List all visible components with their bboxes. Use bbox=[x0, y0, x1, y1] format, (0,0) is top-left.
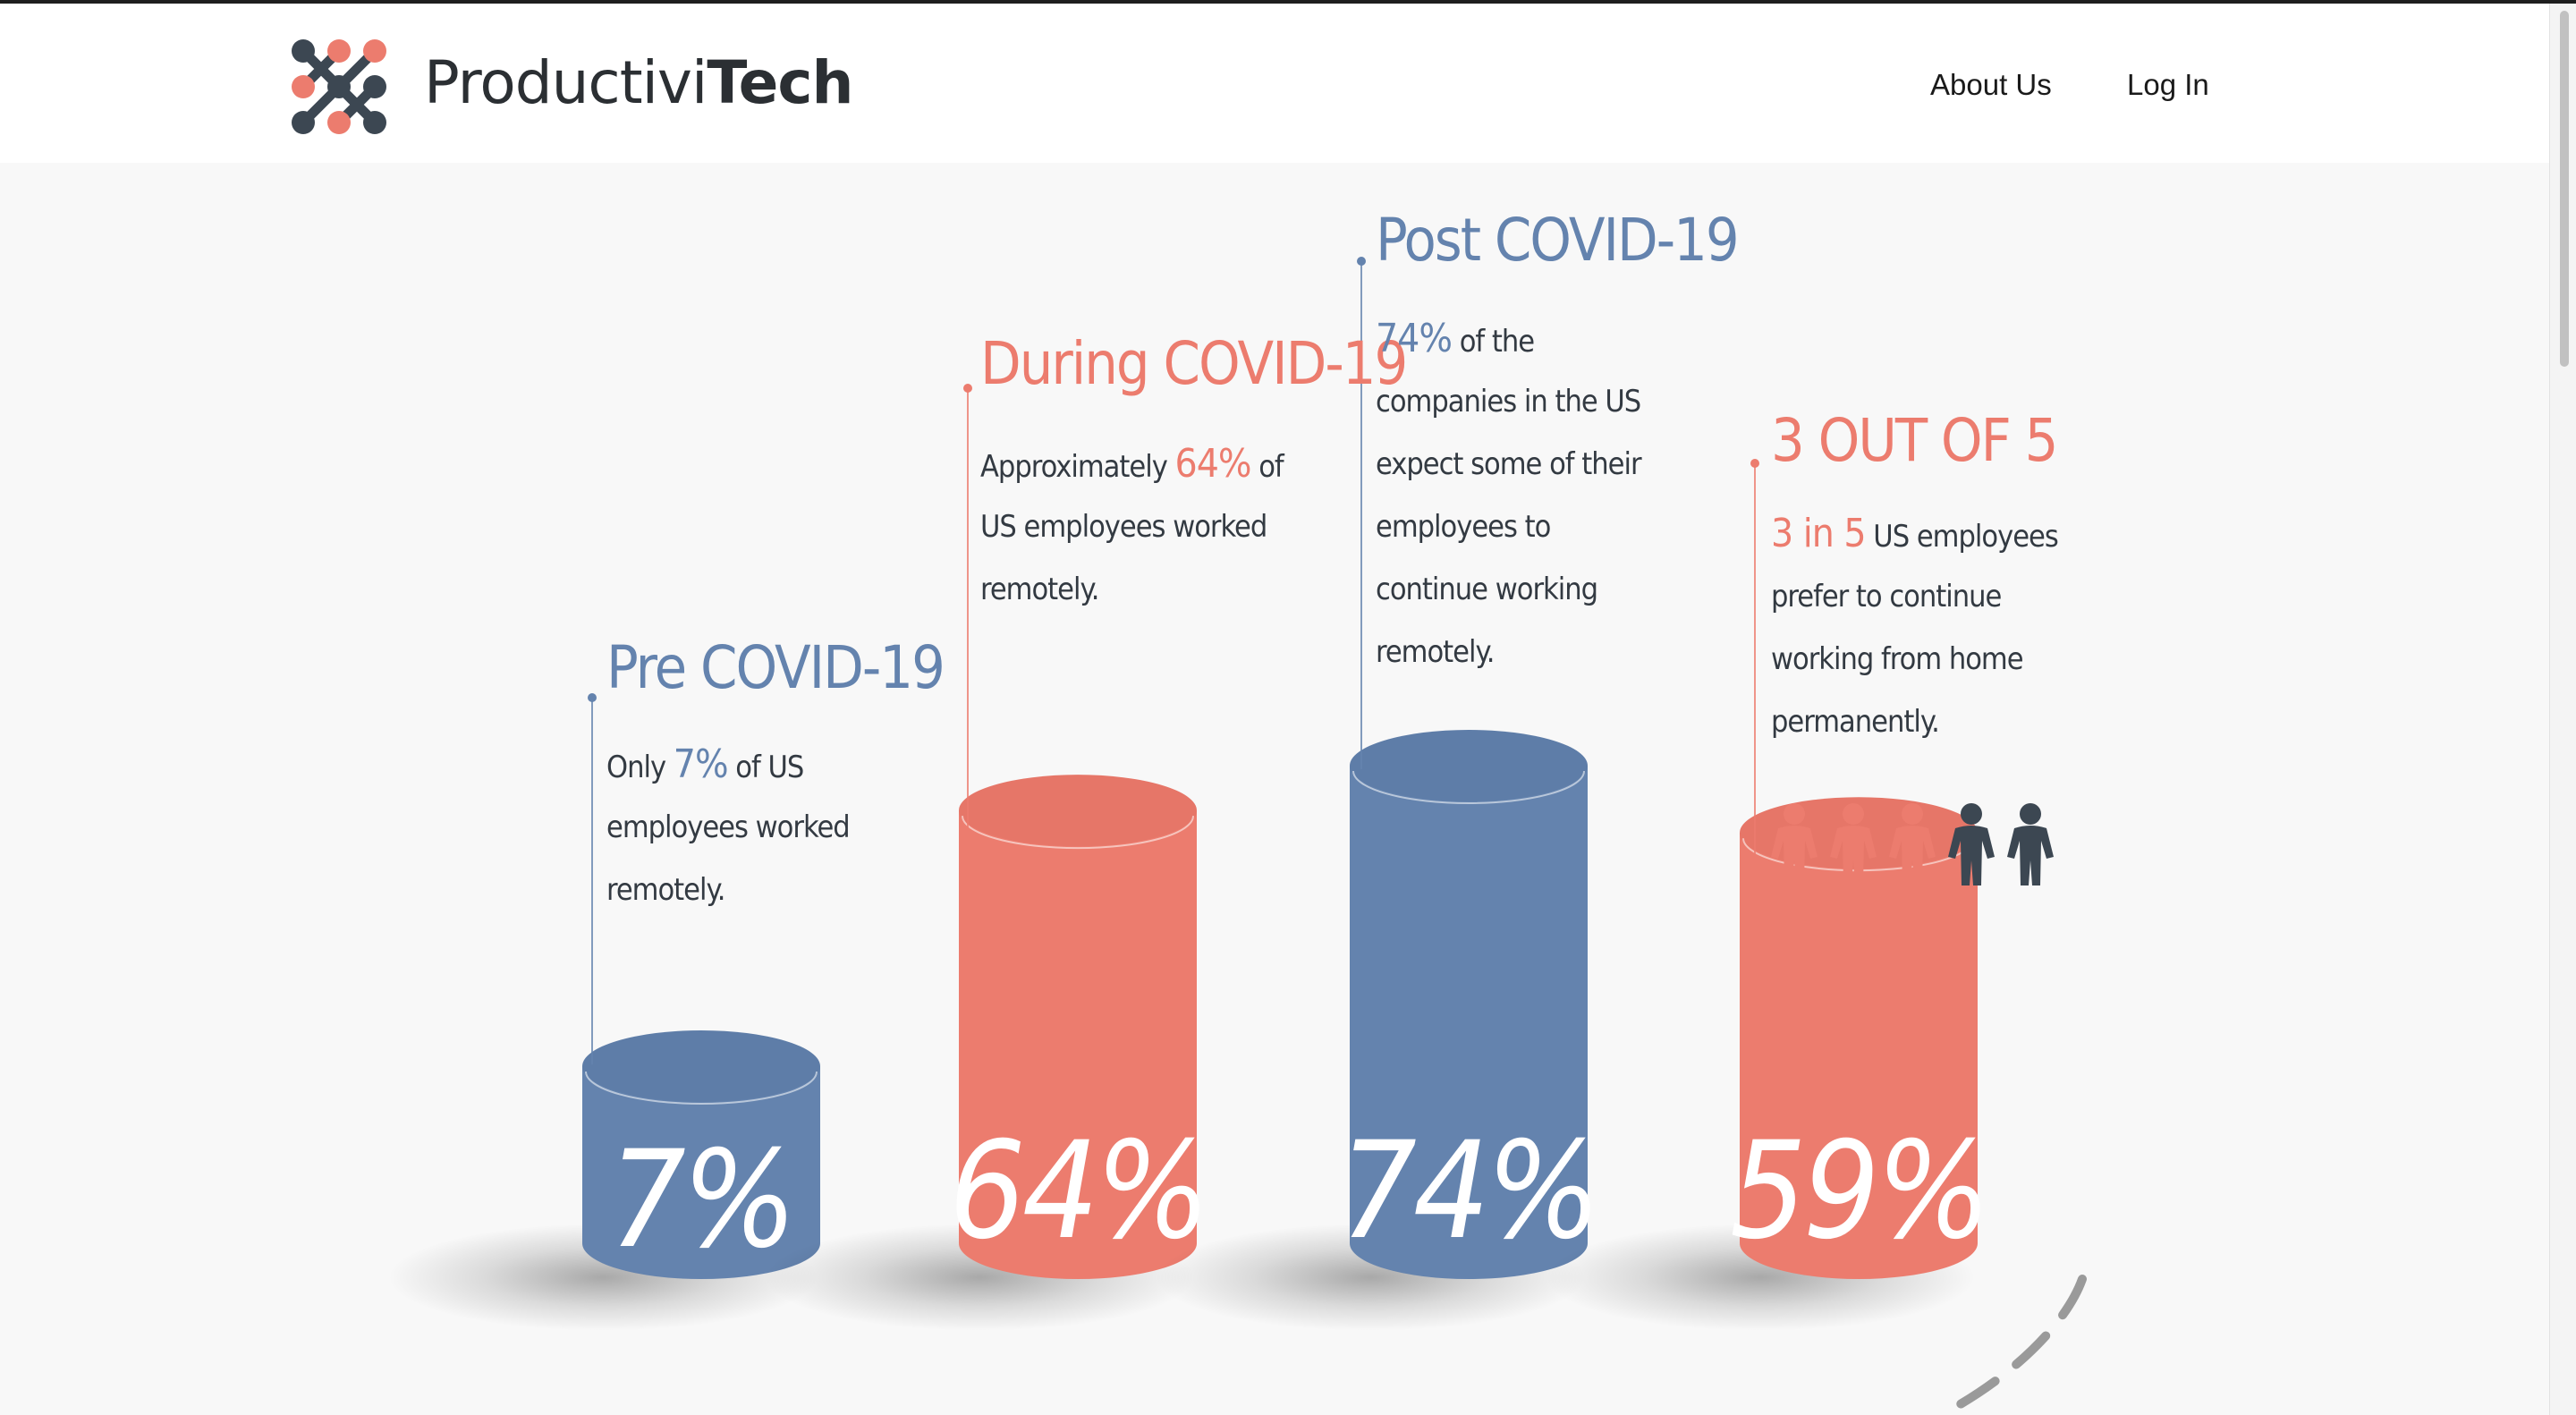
stat-highlight: 7% bbox=[673, 741, 729, 787]
vertical-scrollbar[interactable] bbox=[2549, 4, 2576, 1415]
brand-name-bold: Tech bbox=[707, 48, 853, 117]
stat-description-line: continue working bbox=[1376, 558, 1598, 621]
stat-description-line: prefer to continue bbox=[1771, 565, 2002, 628]
person-icon bbox=[1948, 803, 1995, 885]
stat-title: Pre COVID-19 bbox=[606, 633, 945, 702]
cylinder-bar-1 bbox=[388, 1030, 820, 1331]
cylinder-top bbox=[959, 775, 1197, 847]
stat-description-line: expect some of their bbox=[1376, 433, 1642, 496]
leader-dot bbox=[1357, 257, 1366, 266]
stat-highlight: 3 in 5 bbox=[1771, 511, 1867, 556]
stat-description-line: remotely. bbox=[606, 859, 725, 921]
stat-text: companies in the US bbox=[1376, 384, 1641, 419]
cylinder-rim bbox=[962, 816, 1194, 850]
window-top-border bbox=[0, 0, 2576, 4]
cylinder-body bbox=[959, 810, 1197, 1279]
cylinder-top bbox=[582, 1030, 820, 1102]
stat-text: Only bbox=[606, 750, 674, 785]
nav-about-us-link[interactable]: About Us bbox=[1930, 68, 2052, 101]
stat-description-line: companies in the US bbox=[1376, 370, 1641, 433]
cylinder-body bbox=[582, 1066, 820, 1279]
stat-text: of US bbox=[727, 750, 804, 785]
stat-title: During COVID-19 bbox=[980, 329, 1408, 398]
stat-description-line: remotely. bbox=[980, 558, 1099, 621]
cylinder-value-label: 64% bbox=[949, 1114, 1210, 1269]
stat-text: remotely. bbox=[606, 872, 725, 908]
person-icon-highlighted bbox=[1771, 803, 1818, 885]
stat-title: Post COVID-19 bbox=[1376, 206, 1740, 275]
cylinder-value-label: 7% bbox=[608, 1123, 797, 1278]
cylinder-top bbox=[1350, 730, 1588, 801]
cylinder-rim bbox=[585, 1071, 818, 1105]
people-row bbox=[1771, 803, 2054, 885]
stat-description-line: US employees worked bbox=[980, 496, 1267, 558]
stat-text: of bbox=[1250, 449, 1284, 485]
stat-text: continue working bbox=[1376, 572, 1598, 607]
cylinder-bar-3 bbox=[1156, 730, 1588, 1331]
stat-text: remotely. bbox=[1376, 634, 1495, 670]
site-header: ProductiviTech About Us Log In bbox=[0, 4, 2549, 163]
stat-highlight: 64% bbox=[1174, 441, 1252, 487]
stat-highlight: 74% bbox=[1376, 316, 1453, 361]
cylinder-body bbox=[1740, 833, 1978, 1279]
stat-description-line: 74% of the bbox=[1376, 308, 1535, 373]
stat-description-line: Only 7% of US bbox=[606, 733, 804, 799]
stat-text: of the bbox=[1451, 324, 1535, 360]
person-icon-highlighted bbox=[1830, 803, 1877, 885]
dashed-arc-decoration bbox=[1936, 1275, 2087, 1415]
stat-text: US employees bbox=[1865, 519, 2059, 555]
stat-text: working from home bbox=[1771, 641, 2024, 677]
brand-name[interactable]: ProductiviTech bbox=[424, 48, 853, 117]
stat-text: expect some of their bbox=[1376, 446, 1642, 482]
nav-log-in-link[interactable]: Log In bbox=[2127, 68, 2209, 101]
cylinder-body bbox=[1350, 766, 1588, 1279]
cylinder-bar-2 bbox=[765, 775, 1197, 1331]
stat-description-line: employees worked bbox=[606, 796, 851, 859]
cylinder-value-label: 74% bbox=[1340, 1114, 1601, 1269]
person-icon bbox=[2007, 803, 2054, 885]
brand-name-light: Productivi bbox=[424, 48, 708, 117]
stat-text: employees to bbox=[1376, 509, 1551, 545]
stat-description-line: 3 in 5 US employees bbox=[1771, 503, 2059, 568]
cylinder-value-label: 59% bbox=[1730, 1114, 1991, 1269]
stat-description-line: permanently. bbox=[1771, 691, 1940, 753]
stat-title: 3 OUT OF 5 bbox=[1771, 406, 2058, 475]
stat-text: remotely. bbox=[980, 572, 1099, 607]
stat-text: permanently. bbox=[1771, 704, 1940, 740]
leader-dot bbox=[588, 693, 597, 702]
stat-text: Approximately bbox=[980, 449, 1175, 485]
leader-dot bbox=[963, 384, 972, 393]
stat-text: US employees worked bbox=[980, 509, 1267, 545]
scrollbar-thumb[interactable] bbox=[2560, 11, 2569, 367]
stat-text: employees worked bbox=[606, 809, 851, 845]
stat-description-line: remotely. bbox=[1376, 621, 1495, 683]
cylinder-rim bbox=[1352, 770, 1585, 804]
stat-text: prefer to continue bbox=[1771, 579, 2002, 614]
leader-dot bbox=[1750, 459, 1759, 468]
stat-description-line: working from home bbox=[1771, 628, 2024, 691]
person-icon-highlighted bbox=[1889, 803, 1936, 885]
productivitech-logo-icon[interactable] bbox=[290, 38, 388, 136]
stat-description-line: Approximately 64% of bbox=[980, 433, 1284, 498]
stat-description-line: employees to bbox=[1376, 496, 1551, 558]
